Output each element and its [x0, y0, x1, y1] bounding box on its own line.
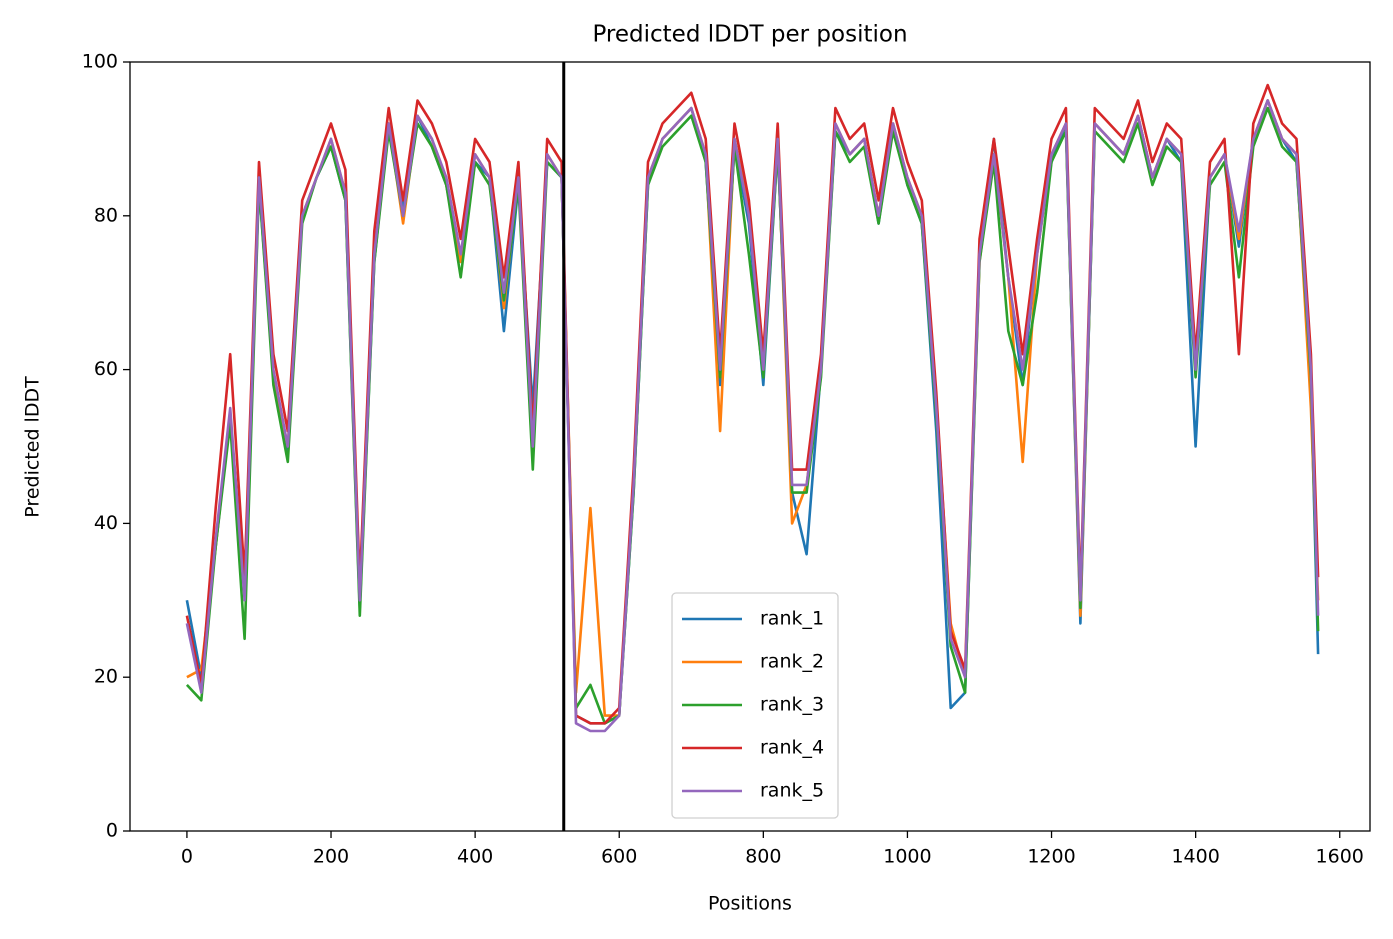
x-tick-label: 600: [601, 846, 637, 868]
y-tick-label: 80: [94, 204, 118, 226]
x-tick-label: 400: [457, 846, 493, 868]
x-axis-label: Positions: [708, 893, 792, 915]
legend-label: rank_1: [760, 608, 824, 630]
x-tick-label: 1600: [1316, 846, 1364, 868]
x-tick-label: 1400: [1171, 846, 1219, 868]
x-tick-label: 800: [745, 846, 781, 868]
y-axis-label: Predicted lDDT: [22, 376, 44, 518]
y-tick-label: 100: [82, 51, 118, 73]
plot-frame: [129, 61, 1371, 832]
legend-label: rank_2: [760, 651, 824, 673]
x-tick-label: 1000: [883, 846, 931, 868]
x-tick-label: 1200: [1027, 846, 1075, 868]
series-line: [185, 83, 1320, 725]
series-line: [185, 99, 1320, 733]
legend-label: rank_5: [760, 780, 824, 802]
y-tick-label: 60: [94, 358, 118, 380]
x-tick-label: 200: [313, 846, 349, 868]
legend-label: rank_3: [760, 694, 824, 716]
x-tick-label: 0: [181, 846, 193, 868]
legend-box: [671, 592, 839, 819]
y-tick-label: 20: [94, 666, 118, 688]
legend-label: rank_4: [760, 737, 824, 759]
y-tick-label: 0: [106, 820, 118, 842]
chart-title: Predicted lDDT per position: [592, 22, 907, 48]
y-tick-label: 40: [94, 512, 118, 534]
